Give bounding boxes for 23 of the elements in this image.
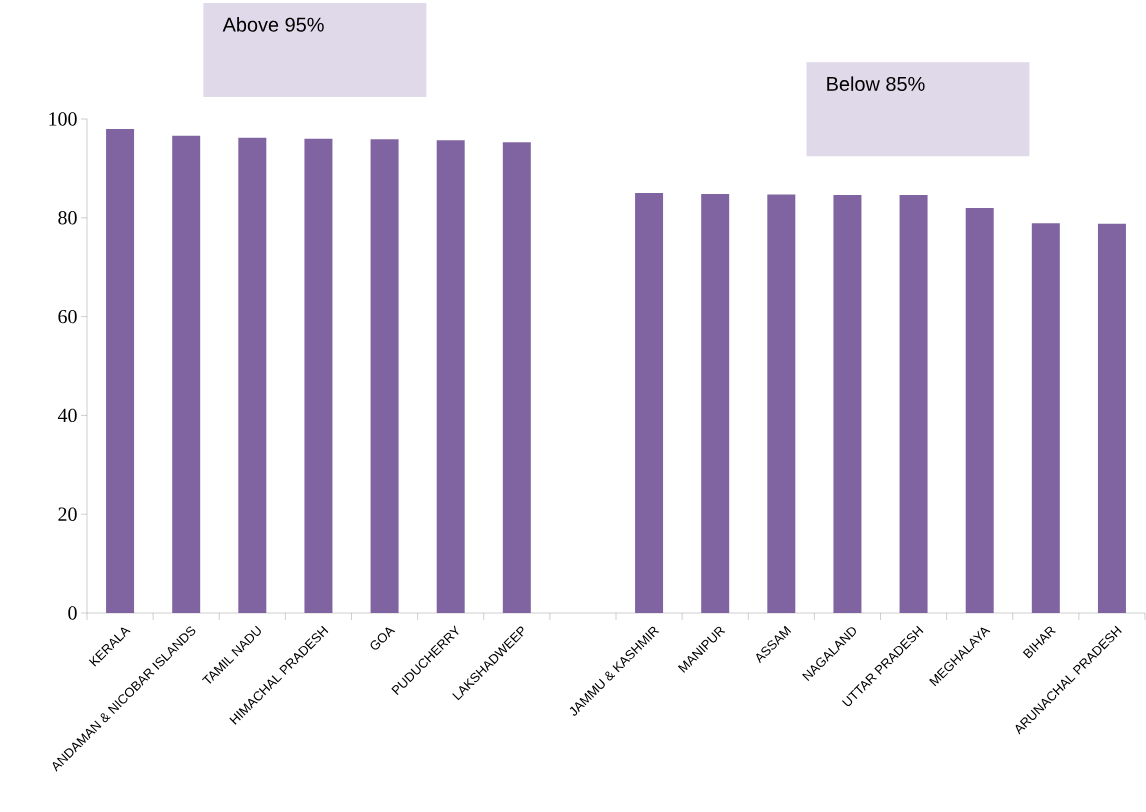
bar (965, 207, 994, 613)
text: Below 85% (827, 76, 925, 91)
bar (635, 193, 664, 613)
bar (1031, 223, 1060, 613)
bar (767, 194, 796, 613)
y-tick-label: 40 (57, 408, 77, 423)
bar (106, 128, 135, 613)
y-tick-label: 80 (58, 211, 77, 225)
bar (304, 138, 333, 613)
bar (436, 140, 465, 613)
bar (502, 142, 531, 613)
y-tick-label: 0 (68, 606, 77, 620)
bar (238, 137, 267, 613)
text: Above 95% (222, 17, 324, 32)
bar (172, 135, 201, 613)
bar (370, 139, 399, 613)
y-tick-label: 60 (58, 309, 77, 324)
y-tick-label: 100 (49, 112, 77, 126)
bar (1097, 223, 1126, 613)
bar (899, 195, 928, 613)
y-tick-label: 20 (58, 507, 77, 521)
bar (833, 195, 862, 613)
bar (701, 194, 730, 613)
